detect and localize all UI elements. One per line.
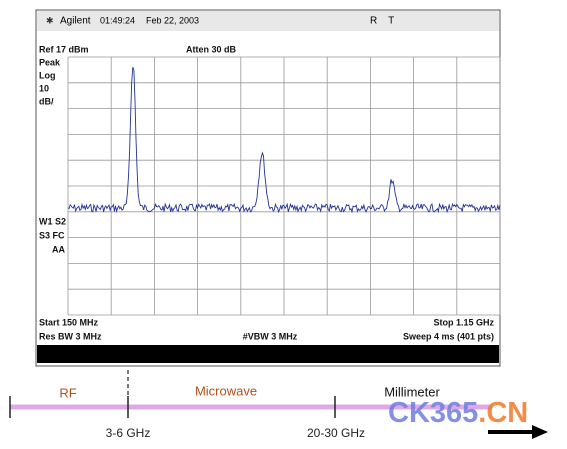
scale-label: Peak [39,57,61,67]
logo: ✱ [46,15,54,25]
start-freq: Start 150 MHz [39,317,99,327]
band-label: RF [59,385,76,400]
grid [67,56,501,316]
watermark-main: CK365 [388,397,478,429]
brand: Agilent [60,16,91,27]
status-bar [37,345,499,363]
watermark-suffix: .CN [478,397,528,429]
spectrum-trace [67,66,501,214]
watermark: CK365.CN [388,397,528,429]
date: Feb 22, 2003 [146,15,199,25]
flag-label: S3 FC [39,230,65,240]
top-bar [37,11,499,31]
attenuation: Atten 30 dB [186,44,237,54]
status: R T [370,16,394,27]
sweep: Sweep 4 ms (401 pts) [403,331,494,341]
screen-frame [35,9,501,367]
flag-label: AA [52,244,65,254]
flag-label: W1 S2 [39,216,66,226]
boundary-label: 20-30 GHz [307,426,365,440]
arrow-head [532,425,548,439]
scale-label: dB/ [39,96,54,106]
vbw: #VBW 3 MHz [243,331,298,341]
ref-level: Ref 17 dBm [39,44,89,54]
band-label: Millimeter [384,384,440,399]
res-bw: Res BW 3 MHz [39,331,102,341]
boundary-label: 3-6 GHz [106,426,151,440]
scale-label: Log [39,70,56,80]
stop-freq: Stop 1.15 GHz [433,317,494,327]
scale-label: 10 [39,83,49,93]
time: 01:49:24 [100,15,135,25]
band-label: Microwave [195,383,257,398]
